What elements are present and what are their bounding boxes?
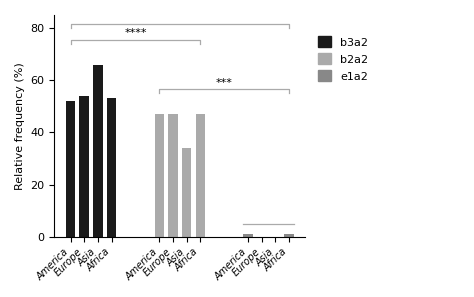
Y-axis label: Relative frequency (%): Relative frequency (%) bbox=[15, 62, 25, 190]
Bar bbox=[195, 114, 205, 237]
Bar bbox=[284, 234, 294, 237]
Text: ****: **** bbox=[124, 29, 146, 39]
Bar bbox=[243, 234, 253, 237]
Bar bbox=[66, 101, 75, 237]
Legend: b3a2, b2a2, e1a2: b3a2, b2a2, e1a2 bbox=[313, 32, 373, 86]
Bar bbox=[168, 114, 178, 237]
Bar bbox=[155, 114, 164, 237]
Bar bbox=[182, 148, 191, 237]
Bar bbox=[107, 99, 116, 237]
Bar bbox=[80, 96, 89, 237]
Bar bbox=[93, 64, 103, 237]
Text: ***: *** bbox=[216, 78, 233, 88]
